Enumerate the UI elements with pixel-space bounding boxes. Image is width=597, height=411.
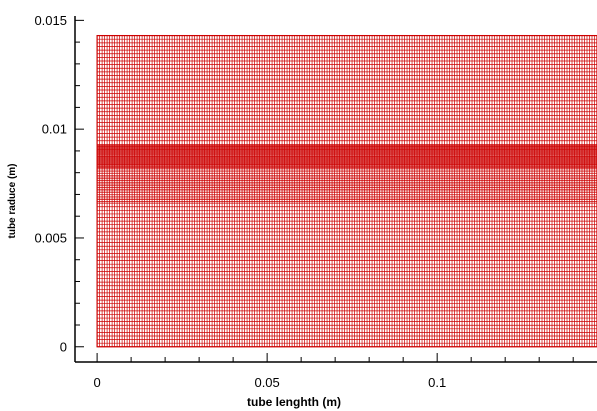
y-tick-label: 0 — [60, 339, 67, 354]
y-axis-title: tube raduce (m) — [7, 163, 18, 238]
axes — [74, 16, 597, 363]
ticks: 0 0.005 0.01 0.015 0 0.05 0.1 — [34, 13, 574, 390]
x-tick-label: 0.05 — [254, 375, 279, 390]
y-tick-label: 0.005 — [34, 230, 67, 245]
x-axis-title: tube lenghth (m) — [247, 395, 341, 409]
x-tick-label: 0.1 — [428, 375, 446, 390]
y-tick-label: 0.01 — [42, 122, 67, 137]
x-tick-label: 0 — [93, 375, 100, 390]
y-tick-label: 0.015 — [34, 13, 67, 28]
mesh-grid — [96, 34, 597, 348]
